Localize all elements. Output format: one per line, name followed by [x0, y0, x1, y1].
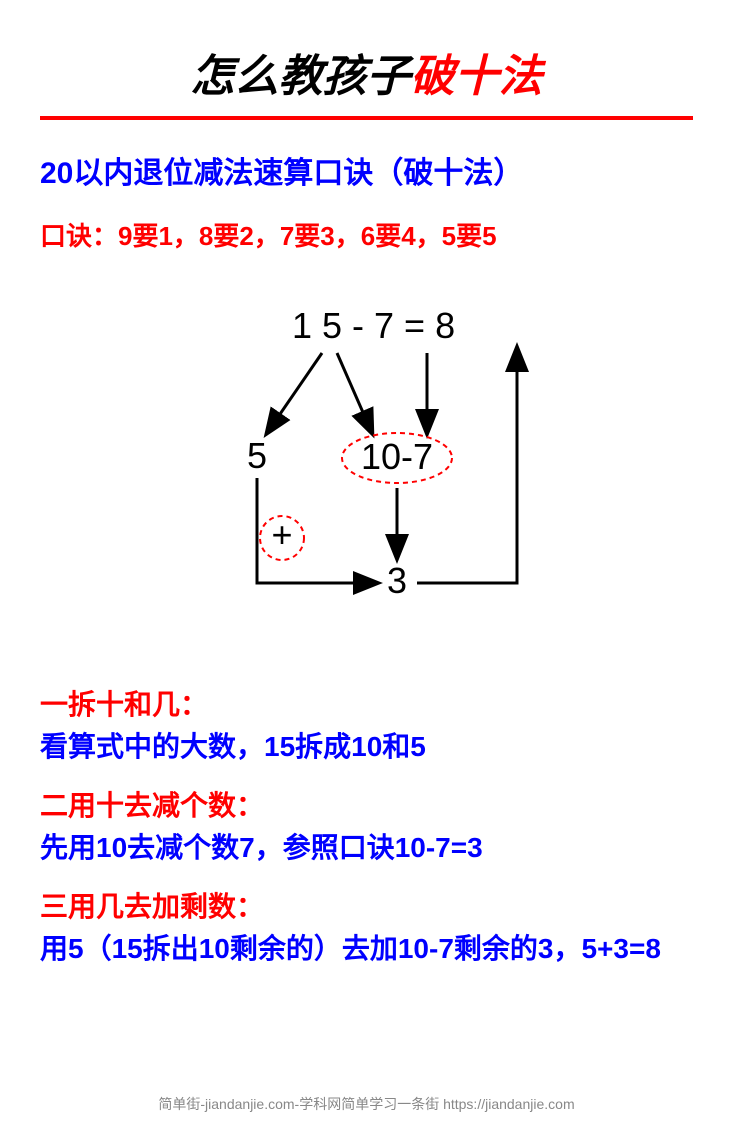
- step-3-title: 三用几去加剩数：: [40, 885, 693, 925]
- math-diagram: 1 5 - 7 = 8 5 10-7 3 +: [147, 303, 587, 643]
- step-3-text: 用5（15拆出10剩余的）去加10-7剩余的3，5+3=8: [40, 929, 693, 968]
- step-2: 二用十去减个数： 先用10去减个数7，参照口诀10-7=3: [40, 784, 693, 867]
- bottom-three: 3: [386, 560, 406, 601]
- title-black-part: 怎么教孩子: [191, 52, 411, 101]
- step-1: 一拆十和几： 看算式中的大数，15拆成10和5: [40, 683, 693, 766]
- plus-sign: +: [271, 514, 292, 555]
- subtitle: 20以内退位减法速算口诀（破十法）: [40, 148, 693, 192]
- page-title: 怎么教孩子破十法: [40, 40, 693, 104]
- step-1-title: 一拆十和几：: [40, 683, 693, 723]
- equation-text: 1 5 - 7 = 8: [292, 305, 455, 346]
- step-2-text: 先用10去减个数7，参照口诀10-7=3: [40, 828, 693, 867]
- step-1-text: 看算式中的大数，15拆成10和5: [40, 727, 693, 766]
- title-red-part: 破十法: [411, 52, 543, 101]
- split-arrow-right: [337, 353, 372, 433]
- mid-expression: 10-7: [360, 436, 432, 477]
- mnemonic-line: 口诀：9要1，8要2，7要3，6要4，5要5: [40, 216, 693, 253]
- left-five: 5: [246, 435, 266, 476]
- step-3: 三用几去加剩数： 用5（15拆出10剩余的）去加10-7剩余的3，5+3=8: [40, 885, 693, 968]
- split-arrow-left: [267, 353, 322, 433]
- title-divider: [40, 116, 693, 120]
- diagram-container: 1 5 - 7 = 8 5 10-7 3 +: [40, 303, 693, 643]
- step-2-title: 二用十去减个数：: [40, 784, 693, 824]
- watermark-text: 简单街-jiandanjie.com-学科网简单学习一条街 https://ji…: [0, 1094, 733, 1114]
